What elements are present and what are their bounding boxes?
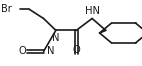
Text: HN: HN <box>85 6 100 16</box>
Text: O: O <box>18 46 26 56</box>
Text: N: N <box>47 46 55 56</box>
Text: O: O <box>72 45 80 55</box>
Text: Br: Br <box>1 4 12 14</box>
Text: N: N <box>52 33 60 43</box>
